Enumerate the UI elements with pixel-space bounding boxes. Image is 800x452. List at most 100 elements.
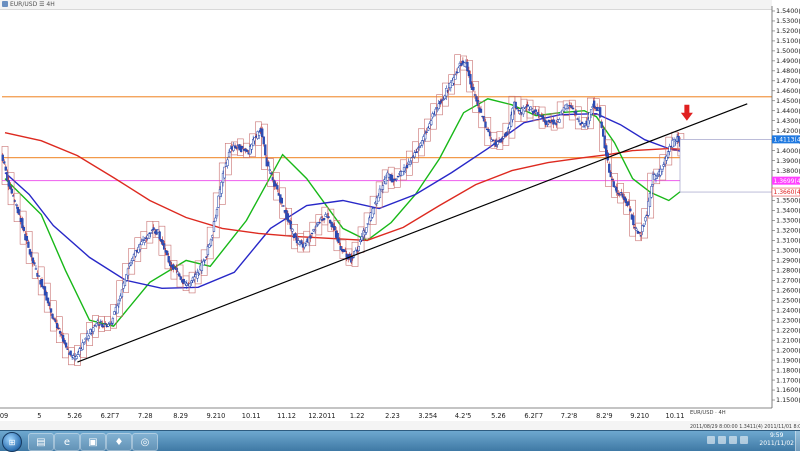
- candle: [166, 251, 168, 255]
- candle: [445, 88, 447, 96]
- candle: [9, 186, 11, 189]
- candle: [311, 233, 313, 234]
- system-tray: [707, 436, 748, 446]
- arrow-layer: [681, 105, 693, 121]
- candle: [52, 314, 54, 318]
- candle: [203, 261, 205, 265]
- candle: [444, 96, 446, 99]
- candle: [534, 110, 536, 112]
- candle: [382, 186, 384, 190]
- taskbar: ⊞ ▤ e ▣ ♦ ◎ 9:59 2011/11/02: [0, 430, 800, 451]
- time-tick-label: 9.210: [630, 412, 649, 420]
- tray-icon[interactable]: [718, 436, 726, 444]
- candle: [118, 300, 120, 304]
- time-tick-label: 6.2Г7: [524, 412, 543, 420]
- candle: [480, 109, 482, 112]
- candle: [28, 242, 30, 248]
- candle: [617, 193, 619, 194]
- taskbar-clock[interactable]: 9:59 2011/11/02: [759, 432, 794, 448]
- candles: [2, 55, 696, 366]
- candle: [415, 152, 417, 153]
- tray-icon[interactable]: [740, 436, 748, 444]
- price-tick-label: 1.4500(: [776, 97, 800, 105]
- status-bar-bg: [0, 421, 800, 430]
- candle: [150, 233, 152, 234]
- show-desktop-button[interactable]: [795, 431, 800, 451]
- candle: [661, 169, 663, 172]
- time-tick-label: 3.254: [418, 412, 437, 420]
- candle: [204, 260, 206, 261]
- candle: [418, 146, 420, 147]
- candle: [590, 109, 592, 114]
- candle: [142, 240, 144, 241]
- candle: [107, 324, 109, 326]
- candle: [98, 325, 100, 326]
- candle: [159, 232, 161, 239]
- candle: [599, 107, 601, 117]
- candle: [113, 311, 115, 314]
- price-tick-label: 1.1500(: [776, 396, 800, 404]
- candle: [110, 324, 112, 325]
- price-tick-label: 1.4900(: [776, 57, 800, 65]
- candle: [65, 343, 67, 347]
- time-tick-label: 12.2011: [308, 412, 335, 420]
- candle: [26, 236, 28, 240]
- time-tick-label: 6.2Г7: [101, 412, 120, 420]
- price-tick-label: 1.2300(: [776, 316, 800, 324]
- price-tick-label: 1.4800(: [776, 67, 800, 75]
- candle: [620, 192, 622, 193]
- candle: [414, 153, 416, 157]
- time-tick-label: 8.29: [173, 412, 188, 420]
- candle: [352, 257, 354, 258]
- candle: [83, 342, 85, 343]
- price-tick-label: 1.3500(: [776, 197, 800, 205]
- candle: [421, 141, 423, 146]
- candle: [506, 132, 508, 135]
- browser-icon[interactable]: ◎: [132, 433, 158, 451]
- candle: [23, 227, 25, 230]
- moving-averages: [5, 99, 687, 326]
- internet-explorer-icon[interactable]: e: [54, 433, 80, 451]
- tray-icon[interactable]: [729, 436, 737, 444]
- candle: [316, 225, 318, 227]
- tray-icon[interactable]: [707, 436, 715, 444]
- trading-app-icon[interactable]: ♦: [106, 433, 132, 451]
- candle: [571, 106, 573, 108]
- candle: [559, 119, 561, 122]
- price-label: 1.3660(4: [774, 189, 800, 196]
- candle: [657, 176, 659, 177]
- candle: [607, 153, 609, 160]
- time-tick-label: 5.26: [67, 412, 82, 420]
- candle: [635, 229, 637, 231]
- candle: [70, 351, 72, 355]
- control-panel-icon[interactable]: ▣: [80, 433, 106, 451]
- candle: [221, 182, 223, 193]
- candle: [645, 217, 647, 221]
- price-tick-label: 1.2100(: [776, 336, 800, 344]
- explorer-icon[interactable]: ▤: [28, 433, 54, 451]
- candle: [467, 62, 469, 71]
- candle: [409, 162, 411, 165]
- start-button[interactable]: ⊞: [2, 432, 22, 452]
- time-tick-label: 7.28: [138, 412, 153, 420]
- candle: [601, 122, 603, 128]
- price-tick-label: 1.3300(: [776, 217, 800, 225]
- candle: [485, 122, 487, 127]
- candle: [292, 229, 294, 231]
- candle: [190, 281, 192, 283]
- candle: [638, 232, 640, 233]
- candle: [619, 194, 621, 195]
- candle: [15, 204, 17, 205]
- candle: [59, 331, 61, 333]
- clock-time: 9:59: [759, 432, 794, 440]
- price-tick-label: 1.5200(: [776, 27, 800, 35]
- candle: [602, 129, 604, 137]
- candle: [424, 134, 426, 139]
- candle: [301, 241, 303, 244]
- candle: [442, 99, 444, 100]
- candle: [625, 199, 627, 203]
- price-tick-label: 1.4300(: [776, 117, 800, 125]
- candle: [264, 145, 266, 155]
- candle: [488, 129, 490, 132]
